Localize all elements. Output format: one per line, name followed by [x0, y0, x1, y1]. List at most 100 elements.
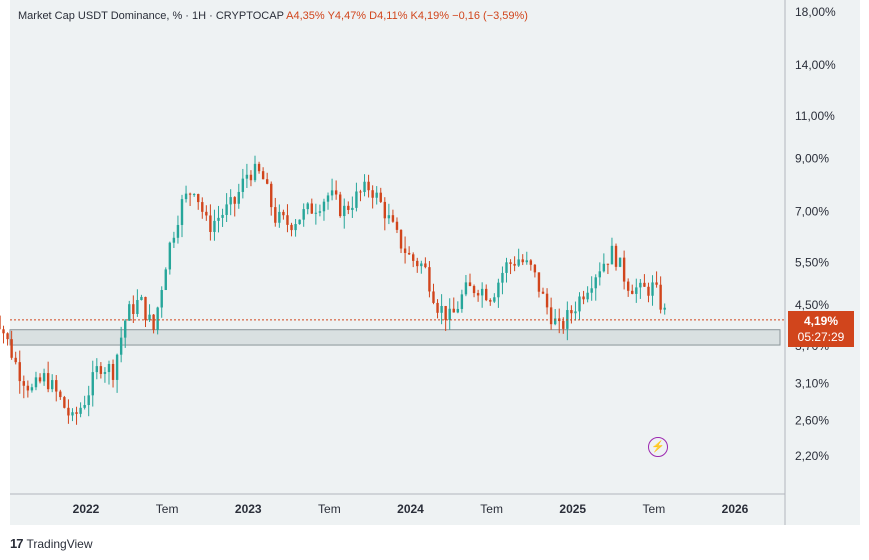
candle-body [387, 215, 391, 219]
candle-body [622, 257, 626, 282]
candle-body [359, 191, 362, 193]
candle-body [420, 263, 423, 267]
candle-body [403, 248, 407, 253]
candle-body [485, 288, 488, 301]
candle-body [132, 304, 135, 314]
candle-body [347, 205, 350, 210]
candle-body [635, 287, 638, 294]
price-tick-label: 11,00% [795, 109, 835, 123]
candle-body [501, 272, 504, 283]
candle-body [22, 381, 26, 386]
candle-body [480, 288, 484, 296]
candle-body [432, 291, 435, 303]
candle-body [513, 263, 516, 266]
bar-countdown: 05:27:29 [797, 330, 845, 344]
candle-body [217, 217, 220, 221]
candle-body [618, 257, 622, 267]
price-axis[interactable]: 18,00% 14,00% 11,00% 9,00% 7,00% 5,50% 4,50% 3,… [795, 5, 836, 463]
candle-body [574, 311, 577, 314]
candle-body [448, 308, 451, 321]
candle-body [241, 178, 245, 192]
candle-body [468, 282, 472, 287]
candle-body [647, 286, 650, 296]
time-tick-label: Tem [643, 502, 666, 516]
candle-body [517, 259, 520, 266]
candle-body [290, 224, 293, 231]
candle-body [631, 290, 634, 294]
time-tick-label: 2024 [397, 502, 424, 516]
candle-body [75, 412, 78, 414]
candle-body [602, 263, 606, 272]
candle-body [541, 291, 545, 294]
candle-body [83, 405, 86, 408]
candle-body [42, 373, 46, 382]
price-tick-label: 2,20% [795, 449, 829, 463]
candle-body [521, 259, 524, 263]
candle-body [140, 296, 143, 301]
candle-body [318, 211, 322, 213]
ohlc-close: K4,19% [410, 10, 450, 22]
candle-body [26, 385, 30, 391]
candle-body [225, 204, 228, 215]
candle-body [610, 245, 614, 265]
chart-area[interactable] [10, 0, 860, 525]
candle-body [355, 191, 358, 208]
candle-body [249, 174, 253, 181]
candle-body [464, 282, 468, 295]
candle-body [659, 284, 662, 310]
candle-body [261, 171, 265, 180]
candle-body [229, 197, 232, 205]
candle-body [614, 245, 618, 267]
candle-body [606, 263, 610, 265]
candle-body [30, 387, 34, 391]
candle-body [412, 254, 415, 261]
price-tick-label: 5,50% [795, 255, 829, 269]
candle-body [237, 191, 240, 204]
candle-body [14, 357, 17, 363]
candle-body [99, 366, 103, 374]
time-tick-label: Tem [318, 502, 341, 516]
candle-body [265, 179, 269, 184]
candle-body [306, 203, 309, 210]
candle-body [330, 190, 334, 196]
candle-body [180, 199, 184, 225]
candle-body [34, 377, 38, 388]
candle-body [375, 192, 378, 198]
candle-body [59, 391, 62, 398]
price-tick-label: 4,50% [795, 298, 829, 312]
flash-icon[interactable]: ⚡ [648, 437, 668, 457]
candle-body [314, 212, 318, 214]
candle-body [489, 300, 492, 302]
candle-body [245, 174, 249, 179]
candle-body [111, 363, 115, 380]
candle-body [582, 296, 585, 300]
time-tick-label: 2023 [235, 502, 262, 516]
candle-body [6, 333, 9, 340]
candle-body [124, 320, 127, 338]
tradingview-branding[interactable]: 17 TradingView [10, 536, 93, 551]
candle-body [436, 302, 439, 313]
symbol-title: Market Cap USDT Dominance, % · 1H · CRYP… [18, 10, 284, 22]
candle-body [18, 362, 21, 382]
candle-body [10, 339, 13, 358]
price-tick-label: 9,00% [795, 151, 829, 165]
candle-body [136, 300, 139, 314]
candle-body [257, 163, 261, 172]
candle-body [115, 354, 119, 380]
candle-body [509, 262, 512, 264]
candle-body [144, 296, 147, 321]
candle-body [148, 314, 151, 321]
ohlc-change: −0,16 (−3,59%) [452, 10, 528, 22]
candle-body [103, 372, 107, 374]
candle-body [209, 215, 212, 232]
candle-body [549, 307, 553, 325]
candle-body [188, 193, 192, 195]
candle-body [338, 194, 342, 217]
time-tick-label: 2026 [722, 502, 749, 516]
candle-body [416, 260, 419, 267]
ohlc-open: A4,35% [286, 10, 325, 22]
candle-body [286, 215, 289, 225]
candle-body [570, 310, 573, 314]
time-axis[interactable]: 2022 Tem 2023 Tem 2024 Tem 2025 Tem 2026 [73, 502, 749, 516]
